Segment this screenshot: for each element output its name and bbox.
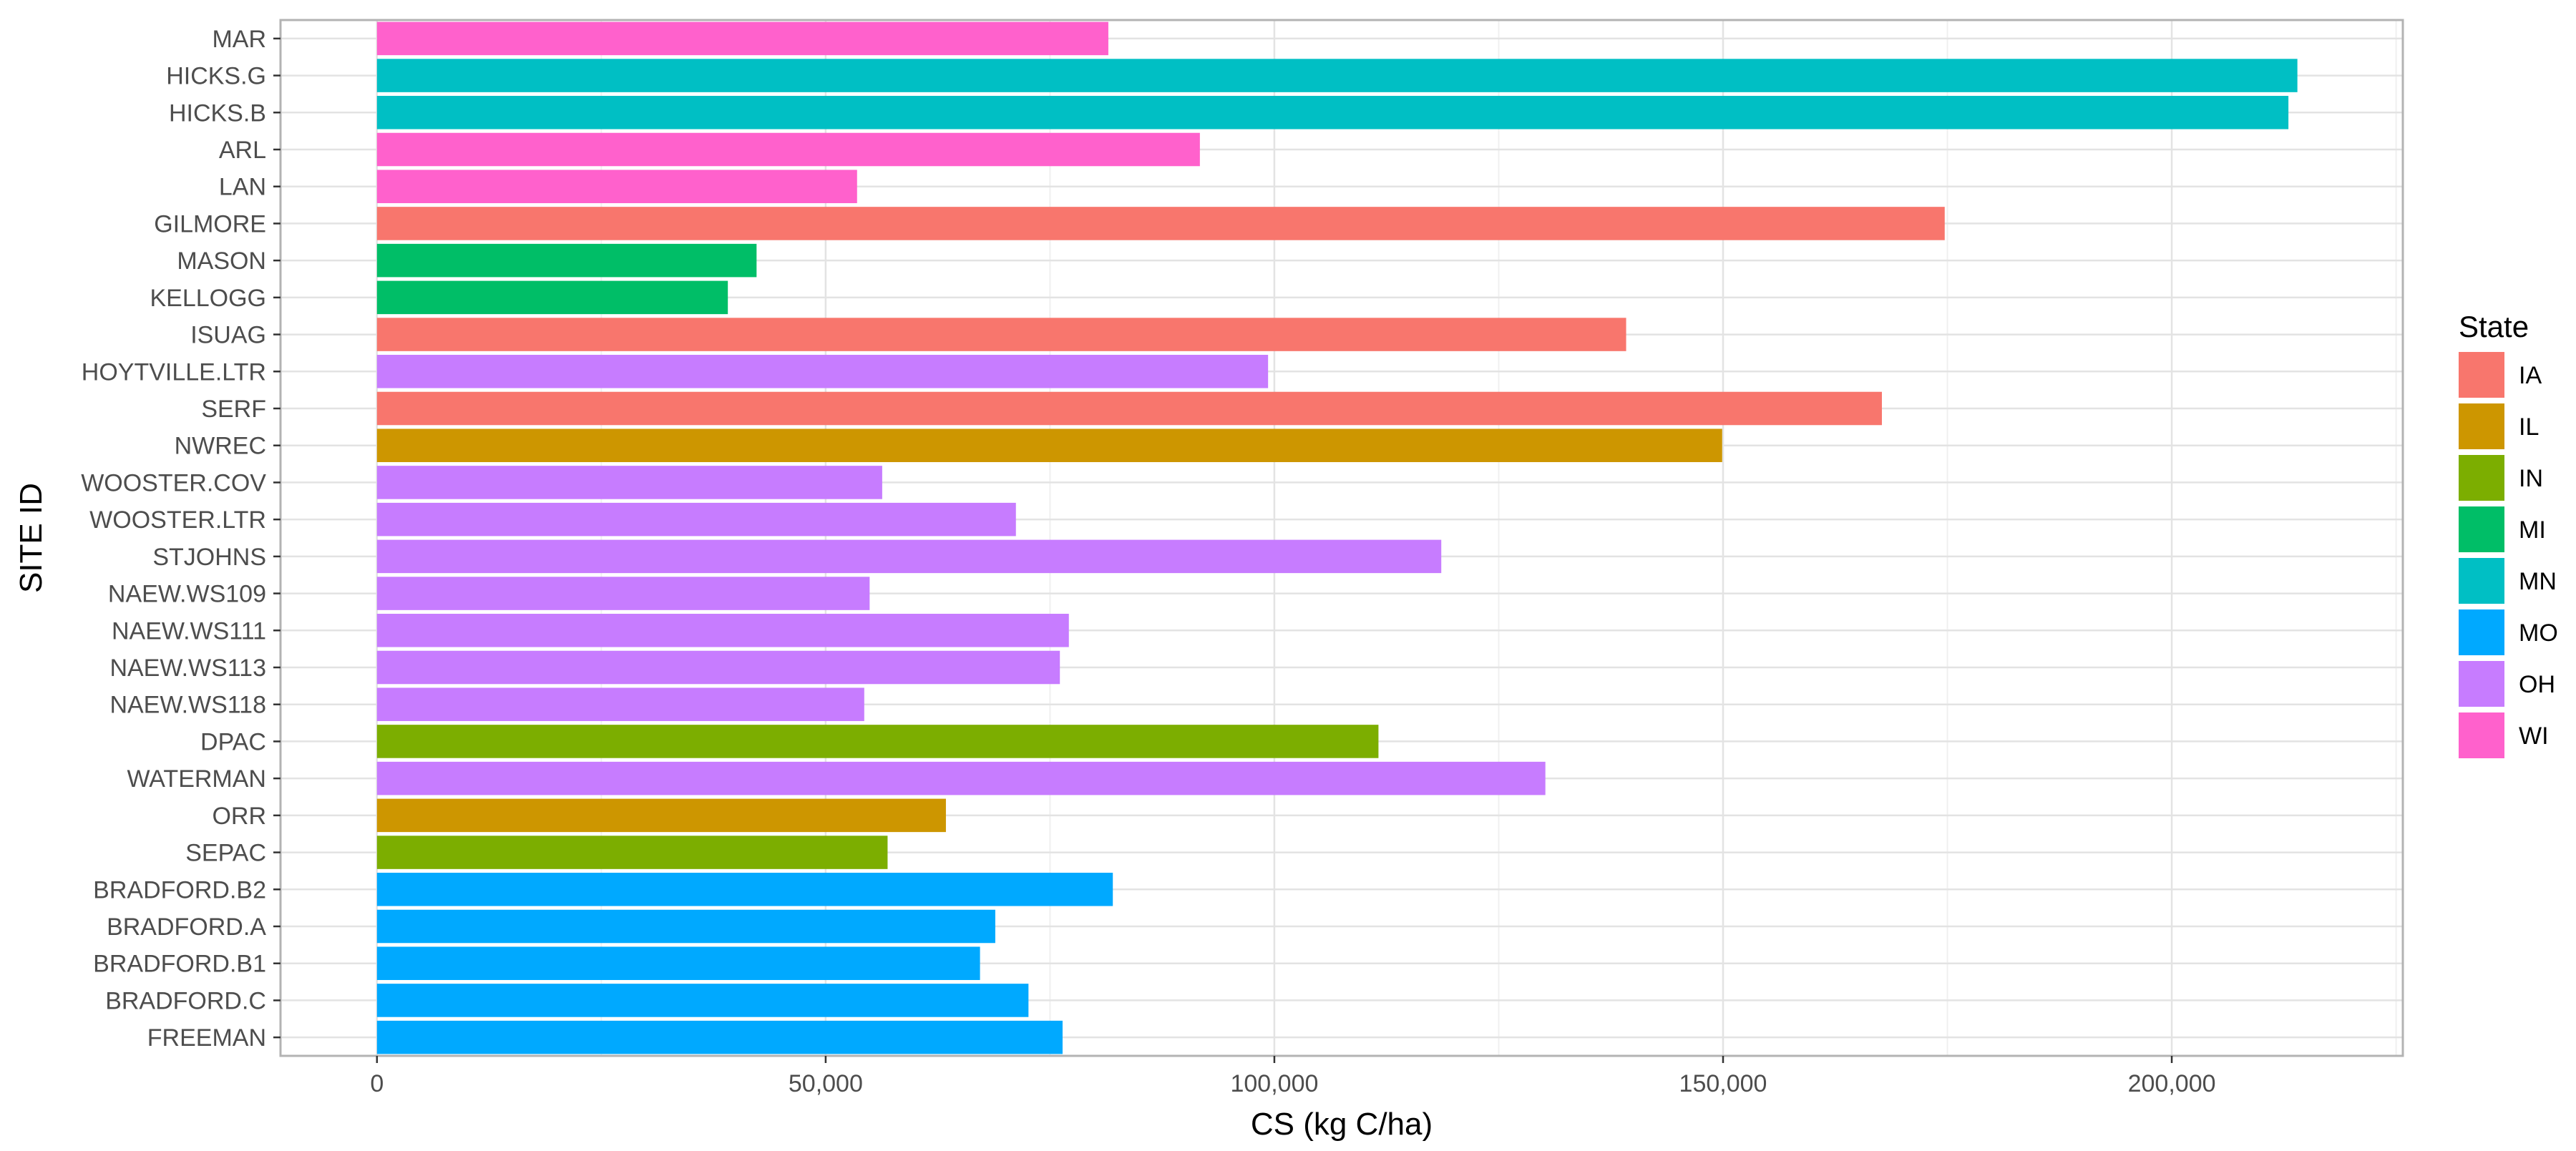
bar [376, 946, 980, 980]
legend-label: MI [2519, 516, 2546, 544]
legend-swatch [2459, 558, 2504, 604]
y-tick-label: DPAC [200, 728, 266, 755]
panel-border [279, 19, 2404, 1057]
bar [376, 21, 1108, 56]
y-tick-label: NAEW.WS118 [109, 692, 266, 719]
bar [376, 1020, 1063, 1054]
y-tick-label: MASON [177, 248, 266, 275]
y-axis-title: SITE ID [14, 483, 49, 593]
bar [376, 577, 870, 610]
bar [376, 466, 882, 499]
y-tick-labels: MAR HICKS.G HICKS.B ARL LAN GILMORE MASON KELLO… [81, 26, 280, 1052]
bar [376, 909, 995, 944]
bar [376, 873, 1113, 906]
x-tick-label: 0 [370, 1070, 384, 1097]
bar [376, 391, 1882, 426]
x-tick-label: 100,000 [1230, 1070, 1318, 1097]
bar [376, 428, 1722, 462]
legend-label: WI [2519, 723, 2549, 750]
y-tick-label: ORR [212, 803, 266, 830]
bar [376, 650, 1060, 685]
y-tick-label: MAR [212, 26, 266, 53]
y-tick-label: FREEMAN [147, 1024, 266, 1052]
bar [376, 355, 1269, 388]
y-tick-label: HOYTVILLE.LTR [82, 358, 266, 386]
legend-label: MN [2519, 568, 2557, 595]
y-tick-label: BRADFORD.B1 [93, 951, 266, 978]
y-tick-label: NAEW.WS113 [109, 655, 266, 682]
y-tick-label: WOOSTER.LTR [89, 506, 266, 534]
x-tick-label: 50,000 [789, 1070, 863, 1097]
y-tick-label: NWREC [175, 433, 266, 460]
y-tick-label: SERF [201, 396, 266, 423]
legend-item: MN [2459, 558, 2557, 604]
y-tick-label: WATERMAN [127, 765, 266, 793]
legend-item: IN [2459, 455, 2543, 501]
bar [376, 170, 857, 203]
y-tick-label: GILMORE [154, 210, 266, 237]
legend-swatch [2459, 403, 2504, 449]
legend-label: MO [2519, 619, 2558, 647]
legend: State IA IL IN MI MN MO OH WI [2459, 310, 2558, 758]
y-tick-label: ARL [219, 137, 266, 164]
y-tick-label: HICKS.G [166, 63, 266, 90]
y-tick-label: KELLOGG [150, 285, 266, 312]
bar [376, 502, 1016, 537]
bar [376, 132, 1200, 167]
legend-item: MO [2459, 609, 2558, 655]
y-tick-label: BRADFORD.B2 [93, 876, 266, 903]
bar [376, 59, 2298, 92]
y-tick-label: STJOHNS [152, 544, 266, 571]
bars [376, 21, 2298, 1054]
bar [376, 984, 1029, 1017]
x-tick-label: 200,000 [2128, 1070, 2216, 1097]
legend-swatch [2459, 352, 2504, 398]
y-tick-label: LAN [219, 174, 266, 201]
x-axis-title: CS (kg C/ha) [1251, 1107, 1433, 1142]
bar [376, 318, 1626, 351]
legend-swatch [2459, 455, 2504, 501]
legend-item: MI [2459, 506, 2546, 552]
bar [376, 761, 1546, 795]
bar [376, 687, 864, 721]
bar [376, 243, 757, 278]
bar [376, 96, 2289, 129]
y-tick-label: SEPAC [185, 840, 266, 867]
y-tick-label: HICKS.B [169, 99, 266, 127]
y-tick-label: ISUAG [190, 322, 266, 349]
y-tick-label: BRADFORD.A [107, 914, 266, 941]
legend-swatch [2459, 661, 2504, 707]
legend-swatch [2459, 506, 2504, 552]
legend-swatch [2459, 609, 2504, 655]
y-tick-label: NAEW.WS111 [112, 617, 266, 645]
legend-item: OH [2459, 661, 2555, 707]
bar [376, 280, 728, 315]
bar [376, 836, 888, 869]
y-tick-label: WOOSTER.COV [81, 469, 266, 496]
legend-item: IL [2459, 403, 2539, 449]
legend-label: IL [2519, 413, 2539, 441]
bar [376, 725, 1379, 758]
legend-label: IA [2519, 362, 2542, 389]
legend-label: OH [2519, 671, 2555, 698]
bar [376, 798, 946, 833]
bar [376, 614, 1069, 647]
x-tick-labels: 0 50,000 100,000 150,000 200,000 [370, 1056, 2216, 1097]
legend-label: IN [2519, 465, 2543, 492]
y-tick-label: BRADFORD.C [105, 987, 266, 1014]
legend-swatch [2459, 712, 2504, 758]
bar [376, 539, 1442, 574]
legend-item: IA [2459, 352, 2542, 398]
bar [376, 207, 1945, 240]
y-tick-label: NAEW.WS109 [108, 581, 266, 608]
legend-item: WI [2459, 712, 2549, 758]
legend-title: State [2459, 310, 2529, 343]
x-tick-label: 150,000 [1679, 1070, 1767, 1097]
